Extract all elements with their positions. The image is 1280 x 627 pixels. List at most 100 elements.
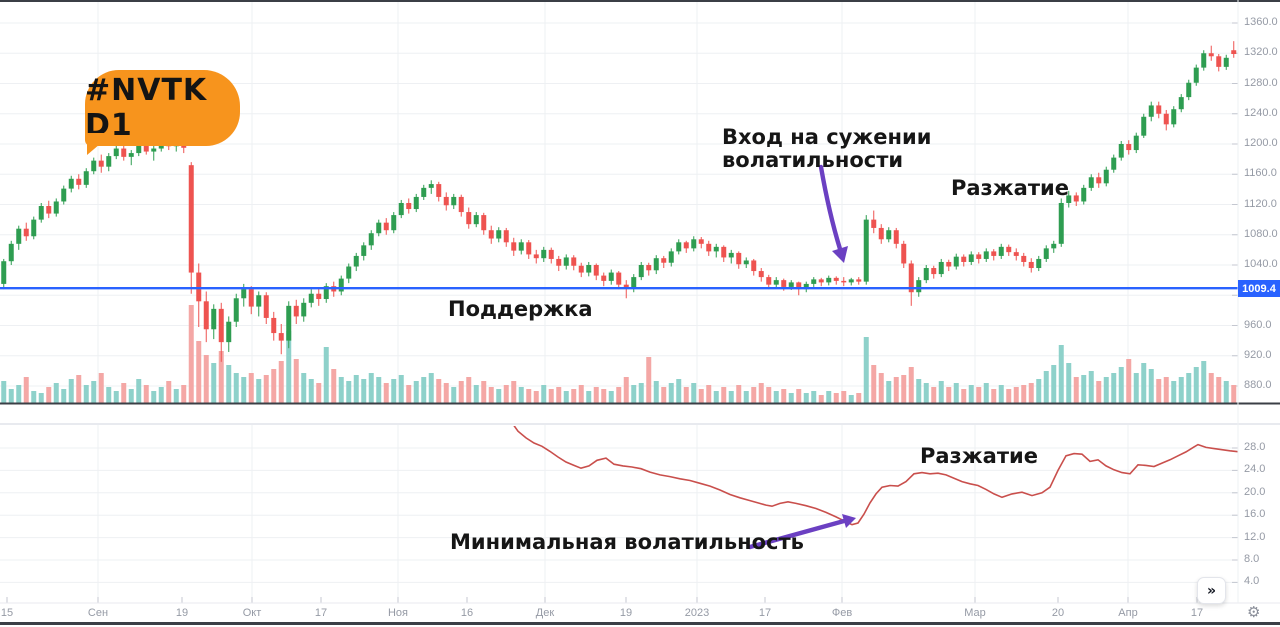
time-tick-label: Ноя bbox=[387, 607, 409, 619]
volume-bar bbox=[53, 383, 59, 403]
candle-body bbox=[488, 230, 494, 239]
candle-body bbox=[98, 160, 104, 167]
volume-bar bbox=[1156, 379, 1162, 403]
indicator-tick-label: 12.0 bbox=[1244, 530, 1266, 543]
volume-bar bbox=[23, 377, 29, 403]
candle-body bbox=[323, 286, 329, 300]
volume-bar bbox=[991, 389, 997, 403]
volume-bar bbox=[1073, 377, 1079, 403]
volume-bar bbox=[563, 391, 569, 403]
entry-arrow bbox=[818, 164, 843, 252]
candle-body bbox=[1, 261, 7, 284]
time-tick-label: 15 bbox=[0, 607, 14, 619]
candle-body bbox=[1103, 169, 1109, 184]
candle-body bbox=[833, 277, 839, 281]
volume-bar bbox=[503, 385, 509, 403]
volatility-indicator-line bbox=[513, 426, 1238, 526]
volume-bar bbox=[788, 393, 794, 403]
volume-bar bbox=[166, 381, 172, 403]
volume-bar bbox=[998, 385, 1004, 403]
volume-bar bbox=[106, 387, 112, 403]
candle-body bbox=[38, 206, 44, 220]
candle-body bbox=[391, 215, 397, 231]
volume-bar bbox=[383, 383, 389, 403]
price-axis[interactable]: 1360.0 1320.0 1280.0 1240.0 1200.0 1160.0 1120… bbox=[1238, 0, 1280, 603]
volume-bar bbox=[1133, 373, 1139, 403]
candle-body bbox=[661, 258, 667, 263]
candle-body bbox=[361, 245, 367, 256]
candle-body bbox=[128, 153, 134, 157]
volume-bar bbox=[451, 387, 457, 403]
candle-body bbox=[638, 265, 644, 278]
time-tick-label: 2023 bbox=[684, 607, 710, 619]
volume-bar bbox=[601, 389, 607, 403]
candle-body bbox=[743, 260, 749, 265]
volume-bar bbox=[196, 341, 202, 403]
candle-body bbox=[151, 148, 157, 152]
candle-body bbox=[76, 178, 82, 185]
volume-bar bbox=[668, 383, 674, 403]
volume-bar bbox=[886, 381, 892, 403]
volume-bar bbox=[61, 389, 67, 403]
candle-body bbox=[8, 243, 14, 262]
volume-bar bbox=[473, 385, 479, 403]
candle-body bbox=[713, 246, 719, 252]
volume-bar bbox=[241, 377, 247, 403]
volume-bar bbox=[961, 389, 967, 403]
candle-body bbox=[1051, 243, 1057, 249]
candle-body bbox=[968, 254, 974, 262]
candle-body bbox=[218, 308, 224, 343]
candle-body bbox=[668, 251, 674, 263]
candle-body bbox=[901, 243, 907, 264]
candle-body bbox=[83, 171, 89, 185]
candle-body bbox=[578, 265, 584, 273]
volume-bar bbox=[863, 337, 869, 403]
volume-bar bbox=[496, 389, 502, 403]
time-tick-label: 19 bbox=[175, 607, 189, 619]
candle-body bbox=[428, 184, 434, 188]
candle-body bbox=[826, 277, 832, 283]
candle-body bbox=[623, 284, 629, 289]
volume-bar bbox=[1208, 373, 1214, 403]
annotation-entry-on-squeeze: Вход на сужении волатильности bbox=[722, 126, 931, 172]
candle-body bbox=[1096, 177, 1102, 184]
candle-body bbox=[721, 246, 727, 258]
candle-body bbox=[1088, 177, 1094, 188]
volume-bar bbox=[406, 385, 412, 403]
candle-body bbox=[136, 145, 142, 154]
support-price-badge: 1009.4 bbox=[1238, 280, 1280, 297]
candle-body bbox=[983, 251, 989, 259]
annotation-entry-line2: волатильности bbox=[722, 148, 904, 172]
volume-bar bbox=[203, 355, 209, 403]
price-tick-label: 960.0 bbox=[1244, 318, 1272, 331]
candle-body bbox=[466, 212, 472, 225]
candle-body bbox=[953, 256, 959, 267]
candle-body bbox=[263, 295, 269, 318]
volume-bar bbox=[758, 383, 764, 403]
volume-bar bbox=[128, 389, 134, 403]
candle-body bbox=[1006, 246, 1012, 253]
time-axis[interactable]: 15 Сен 19 Окт 17 Ноя 16 Дек 19 2023 17 Фев Мар 20 Апр 1… bbox=[0, 604, 1280, 624]
volume-bar bbox=[901, 375, 907, 403]
candle-body bbox=[1171, 109, 1177, 125]
volume-bar bbox=[946, 387, 952, 403]
gear-icon[interactable]: ⚙ bbox=[1247, 603, 1261, 621]
time-tick-label: 17 bbox=[314, 607, 328, 619]
candle-body bbox=[781, 280, 787, 287]
volume-bar bbox=[233, 373, 239, 403]
volume-bar bbox=[841, 391, 847, 403]
time-tick-label: 17 bbox=[758, 607, 772, 619]
price-tick-label: 1040.0 bbox=[1244, 258, 1278, 270]
candle-body bbox=[143, 145, 149, 152]
volume-bar bbox=[608, 391, 614, 403]
candle-body bbox=[443, 196, 449, 206]
candle-body bbox=[878, 227, 884, 240]
candle-body bbox=[646, 265, 652, 271]
volume-bar bbox=[271, 369, 277, 403]
volume-bar bbox=[616, 387, 622, 403]
volume-bar bbox=[136, 379, 142, 403]
candle-body bbox=[301, 302, 307, 317]
volume-bar bbox=[571, 389, 577, 403]
collapse-panel-button[interactable]: » bbox=[1197, 577, 1226, 604]
